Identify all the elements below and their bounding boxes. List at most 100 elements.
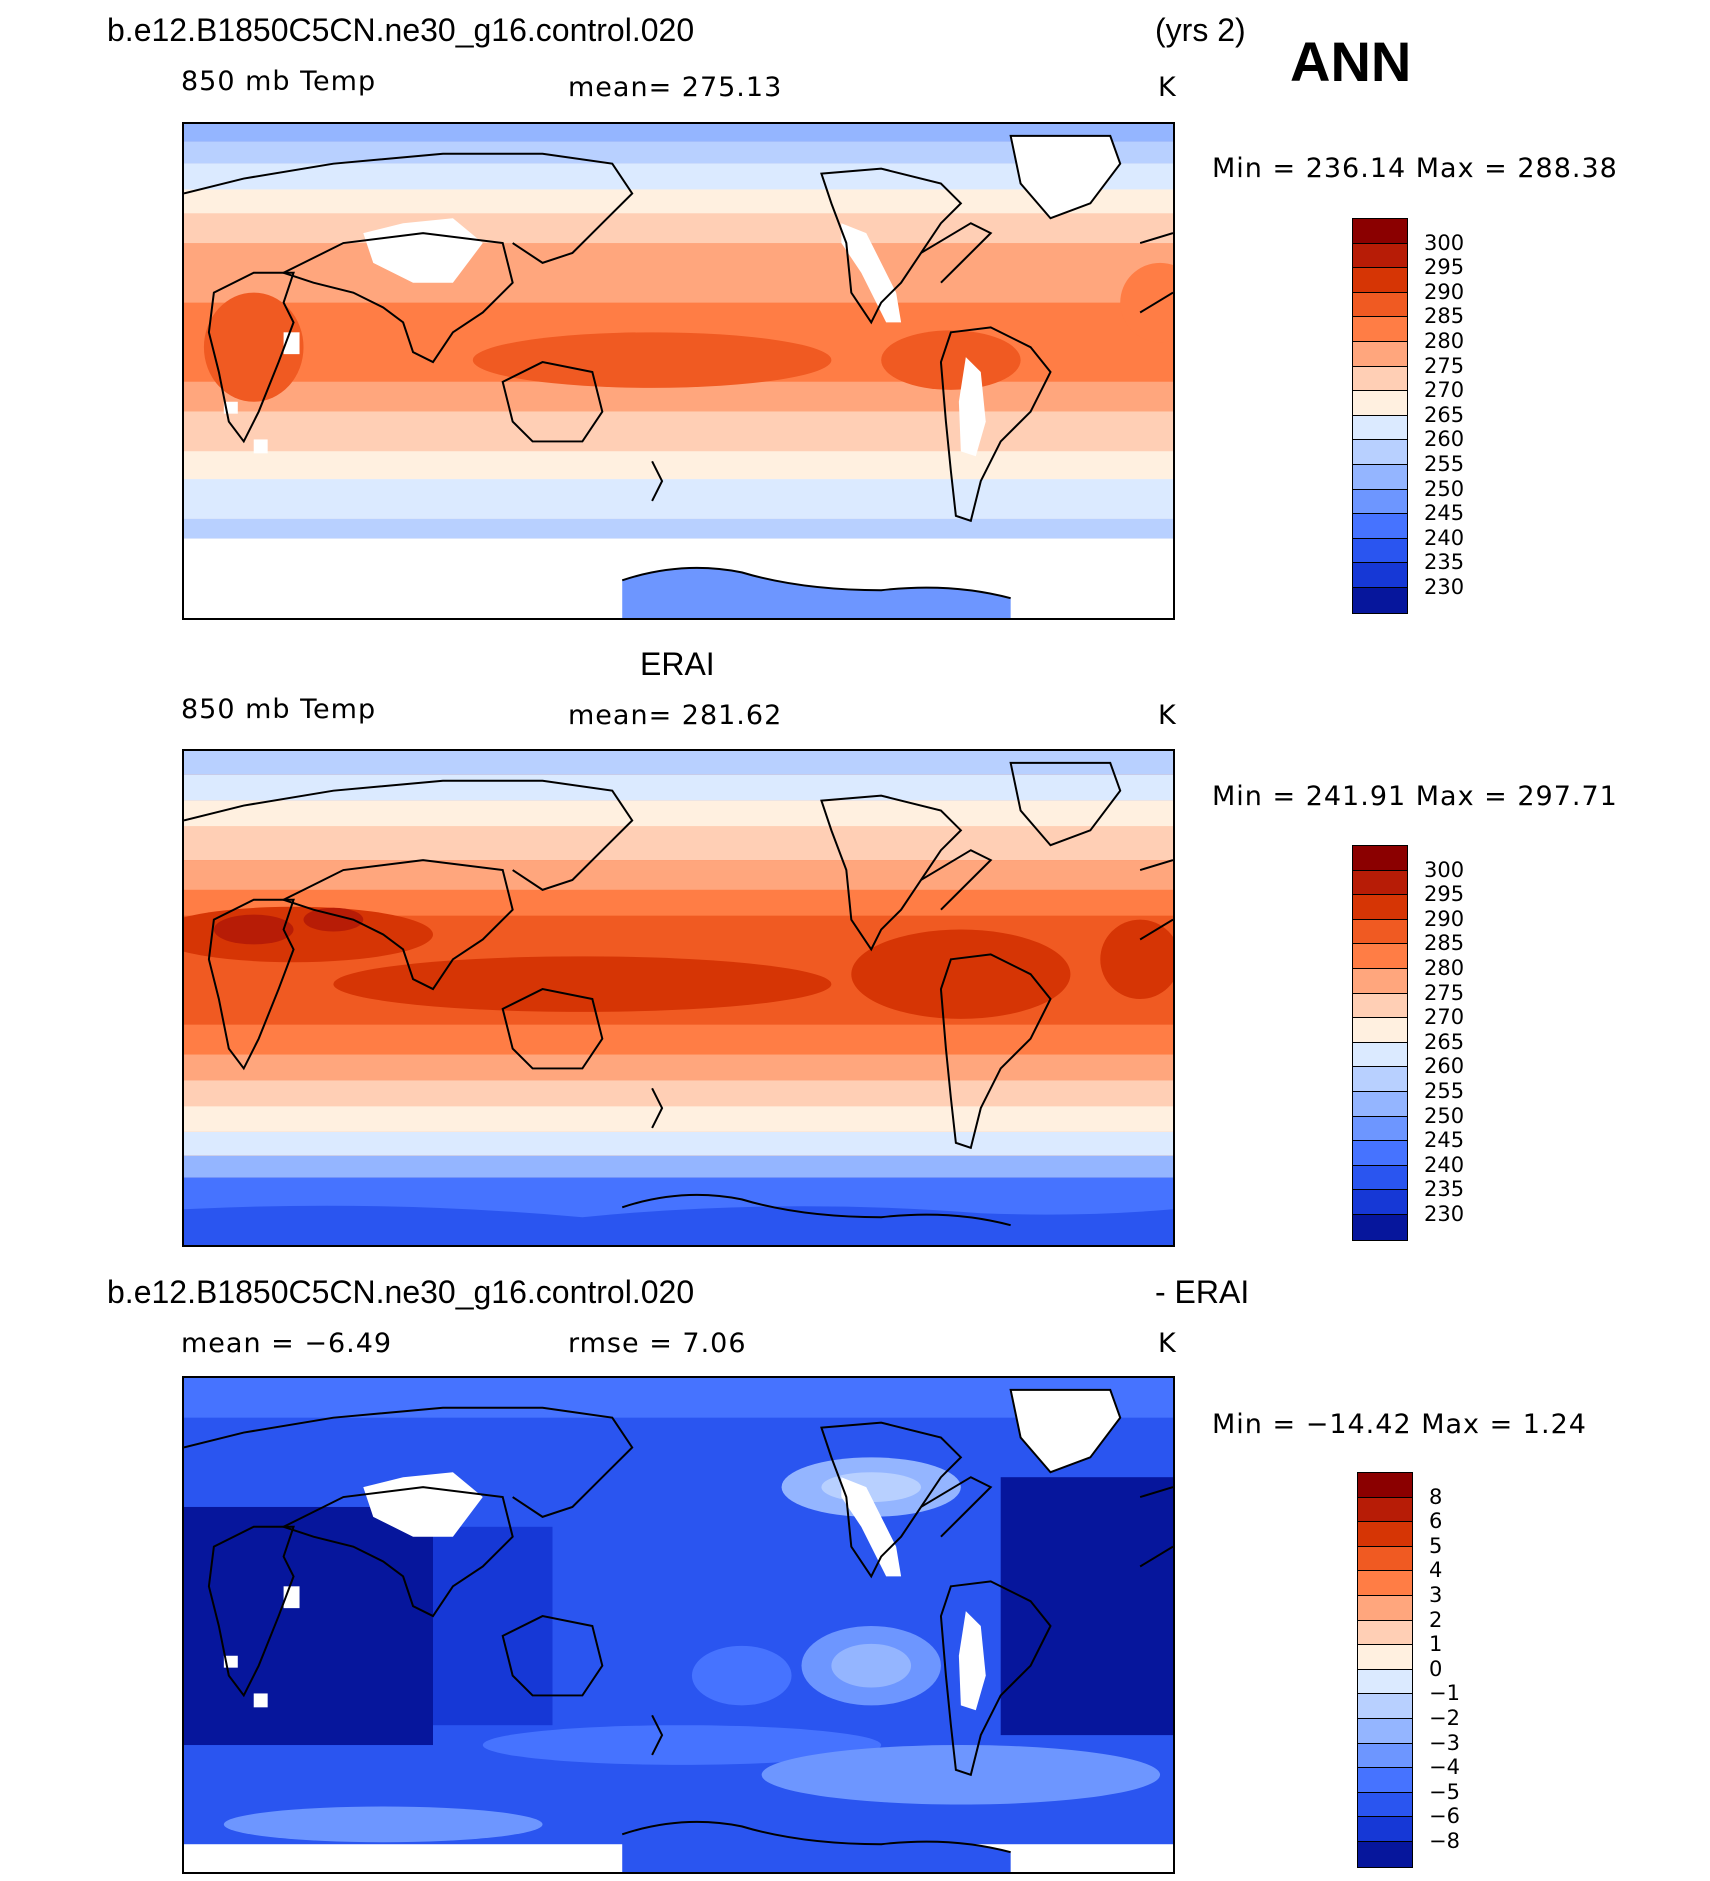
case-title: b.e12.B1850C5CN.ne30_g16.control.020 xyxy=(107,12,695,48)
colorbar-level-label: 265 xyxy=(1424,1029,1465,1054)
colorbar-level-label: 0 xyxy=(1429,1656,1443,1681)
colorbar-level-label: −6 xyxy=(1429,1804,1460,1829)
panel3-title-right: - ERAI xyxy=(1155,1274,1250,1310)
erai-map-plot xyxy=(184,751,1173,1245)
colorbar-level-label: 235 xyxy=(1424,550,1465,575)
colorbar-swatch xyxy=(1353,391,1407,416)
panel2-title: ERAI xyxy=(640,646,715,682)
panel3-units: K xyxy=(1158,1328,1177,1359)
colorbar-swatch xyxy=(1353,870,1407,896)
colorbar-level-label: 275 xyxy=(1424,353,1465,378)
colorbar-swatch xyxy=(1358,1718,1412,1744)
difference-map xyxy=(182,1376,1175,1874)
colorbar-level-label: 5 xyxy=(1429,1533,1443,1558)
panel1-units: K xyxy=(1158,72,1177,103)
colorbar-level-label: 260 xyxy=(1424,427,1465,452)
years-label: (yrs 2) xyxy=(1155,12,1246,48)
colorbar-swatch xyxy=(1358,1595,1412,1621)
colorbar-level-label: 290 xyxy=(1424,906,1465,931)
colorbar-swatch xyxy=(1358,1473,1412,1498)
colorbar-swatch xyxy=(1358,1792,1412,1818)
colorbar-swatch xyxy=(1358,1620,1412,1646)
colorbar-swatch xyxy=(1353,366,1407,392)
colorbar-swatch xyxy=(1353,514,1407,539)
colorbar-level-label: 285 xyxy=(1424,931,1465,956)
colorbar-level-label: 245 xyxy=(1424,1128,1465,1153)
colorbar-level-label: −4 xyxy=(1429,1755,1460,1780)
panel2-mean: mean= 281.62 xyxy=(568,700,783,731)
colorbar-swatch xyxy=(1353,415,1407,441)
colorbar-swatch xyxy=(1353,268,1407,293)
colorbar-level-label: 250 xyxy=(1424,476,1465,501)
colorbar-swatch xyxy=(1353,846,1407,871)
colorbar-level-label: 8 xyxy=(1429,1484,1443,1509)
colorbar-swatch xyxy=(1353,1141,1407,1166)
colorbar-swatch xyxy=(1358,1768,1412,1793)
colorbar-level-label: 275 xyxy=(1424,980,1465,1005)
colorbar-swatch xyxy=(1353,1116,1407,1142)
colorbar-swatch xyxy=(1353,1214,1407,1240)
panel2-variable: 850 mb Temp xyxy=(181,694,377,725)
colorbar-swatch xyxy=(1353,489,1407,515)
colorbar-swatch xyxy=(1353,587,1407,613)
colorbar-level-label: −8 xyxy=(1429,1829,1460,1853)
colorbar-swatch xyxy=(1353,1091,1407,1117)
colorbar-level-label: 6 xyxy=(1429,1509,1443,1534)
colorbar-level-label: −3 xyxy=(1429,1730,1460,1755)
colorbar-swatch xyxy=(1353,341,1407,367)
model-temperature-map xyxy=(182,122,1175,620)
colorbar-swatch xyxy=(1358,1669,1412,1695)
colorbar-swatch xyxy=(1353,538,1407,564)
colorbar-swatch xyxy=(1358,1546,1412,1572)
colorbar-level-label: 1 xyxy=(1429,1632,1443,1657)
colorbar-level-label: −2 xyxy=(1429,1706,1460,1730)
panel1-variable: 850 mb Temp xyxy=(181,66,377,97)
colorbar-level-label: 240 xyxy=(1424,1152,1465,1177)
colorbar-swatch xyxy=(1353,440,1407,465)
colorbar-swatch xyxy=(1358,1522,1412,1547)
colorbar-level-label: 2 xyxy=(1429,1607,1443,1632)
panel3-title-left: b.e12.B1850C5CN.ne30_g16.control.020 xyxy=(107,1274,695,1310)
colorbar-level-label: 300 xyxy=(1424,857,1465,882)
model-colorbar-swatches xyxy=(1352,218,1408,614)
colorbar-level-label: 270 xyxy=(1424,378,1465,403)
colorbar-level-label: 255 xyxy=(1424,452,1465,476)
colorbar-level-label: 240 xyxy=(1424,525,1465,550)
erai-colorbar-swatches xyxy=(1352,845,1408,1241)
colorbar-level-label: 3 xyxy=(1429,1583,1443,1607)
colorbar-swatch xyxy=(1358,1694,1412,1719)
colorbar-swatch xyxy=(1353,1165,1407,1191)
colorbar-swatch xyxy=(1353,1018,1407,1043)
colorbar-level-label: 235 xyxy=(1424,1177,1465,1202)
panel3-mean: mean = −6.49 xyxy=(181,1328,393,1359)
panel3-range: Min = −14.42 Max = 1.24 xyxy=(1212,1409,1587,1440)
colorbar-swatch xyxy=(1353,464,1407,490)
panel2-units: K xyxy=(1158,700,1177,731)
difference-colorbar-swatches xyxy=(1357,1472,1413,1868)
model-map-plot xyxy=(184,124,1173,618)
panel2-range: Min = 241.91 Max = 297.71 xyxy=(1212,781,1618,812)
colorbar-level-label: 285 xyxy=(1424,304,1465,329)
colorbar-level-label: 295 xyxy=(1424,255,1465,280)
colorbar-swatch xyxy=(1353,1042,1407,1068)
colorbar-level-label: −5 xyxy=(1429,1779,1460,1804)
colorbar-level-label: 270 xyxy=(1424,1005,1465,1030)
difference-map-plot xyxy=(184,1378,1173,1872)
colorbar-swatch xyxy=(1353,968,1407,994)
colorbar-level-label: 245 xyxy=(1424,501,1465,526)
colorbar-level-label: 255 xyxy=(1424,1079,1465,1103)
colorbar-swatch xyxy=(1358,1817,1412,1842)
colorbar-level-label: 290 xyxy=(1424,279,1465,304)
colorbar-swatch xyxy=(1353,895,1407,920)
colorbar-swatch xyxy=(1358,1571,1412,1596)
colorbar-swatch xyxy=(1358,1743,1412,1769)
colorbar-level-label: −1 xyxy=(1429,1681,1460,1706)
colorbar-level-label: 4 xyxy=(1429,1558,1443,1583)
colorbar-swatch xyxy=(1358,1841,1412,1867)
panel1-mean: mean= 275.13 xyxy=(568,72,783,103)
panel1-range: Min = 236.14 Max = 288.38 xyxy=(1212,153,1618,184)
colorbar-level-label: 295 xyxy=(1424,882,1465,907)
panel3-rmse: rmse = 7.06 xyxy=(568,1328,747,1359)
colorbar-swatch xyxy=(1353,919,1407,945)
colorbar-level-label: 300 xyxy=(1424,230,1465,255)
